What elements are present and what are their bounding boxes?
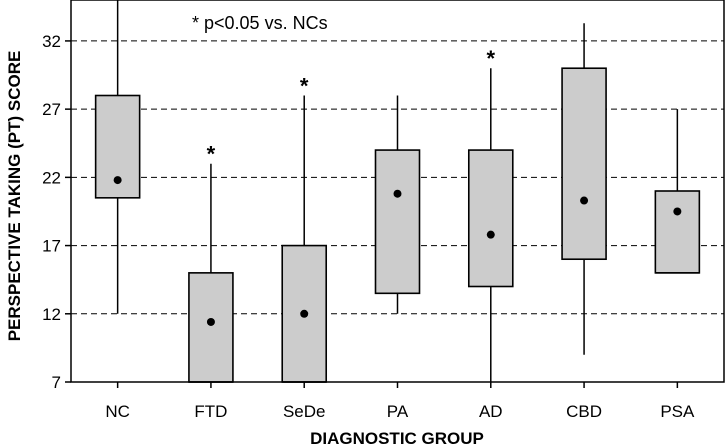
- box-cbd: [561, 67, 607, 261]
- x-tick-label-cbd: CBD: [566, 402, 602, 421]
- x-tick-label-psa: PSA: [660, 402, 695, 421]
- legend-text: * p<0.05 vs. NCs: [192, 13, 328, 33]
- y-tick-label: 27: [42, 100, 61, 119]
- box-psa: [654, 190, 701, 274]
- y-tick-label: 17: [42, 237, 61, 256]
- mean-point-ad: [486, 230, 495, 239]
- box-pa: [374, 149, 421, 295]
- significance-star-ad: *: [487, 46, 496, 71]
- y-axis-label: PERSPECTIVE TAKING (PT) SCORE: [5, 51, 24, 342]
- mean-point-cbd: [580, 196, 589, 205]
- mean-point-ftd: [206, 317, 215, 326]
- x-axis-label: DIAGNOSTIC GROUP: [310, 429, 484, 448]
- box-ad: [467, 149, 514, 288]
- x-tick-label-pa: PA: [387, 402, 409, 421]
- x-tick-label-sede: SeDe: [283, 402, 326, 421]
- mean-point-psa: [673, 207, 682, 216]
- mean-point-sede: [300, 309, 309, 318]
- gridlines: [71, 40, 724, 315]
- mean-point-nc: [113, 176, 122, 185]
- significance-star-ftd: *: [207, 142, 216, 167]
- y-tick-label: 22: [42, 168, 61, 187]
- y-tick-label: 32: [42, 32, 61, 51]
- significance-star-sede: *: [300, 74, 309, 99]
- boxes: * * *: [94, 0, 701, 383]
- x-tick-label-nc: NC: [105, 402, 130, 421]
- y-tick-label: 12: [42, 305, 61, 324]
- mean-point-pa: [393, 189, 402, 198]
- y-tick-label: 7: [52, 373, 61, 392]
- box-ftd: [188, 272, 234, 383]
- axis-ticks: 7 12 17 22 27 32 NC FTD SeDe PA AD CBD PSA: [42, 32, 695, 421]
- x-tick-label-ad: AD: [479, 402, 503, 421]
- x-tick-label-ftd: FTD: [194, 402, 227, 421]
